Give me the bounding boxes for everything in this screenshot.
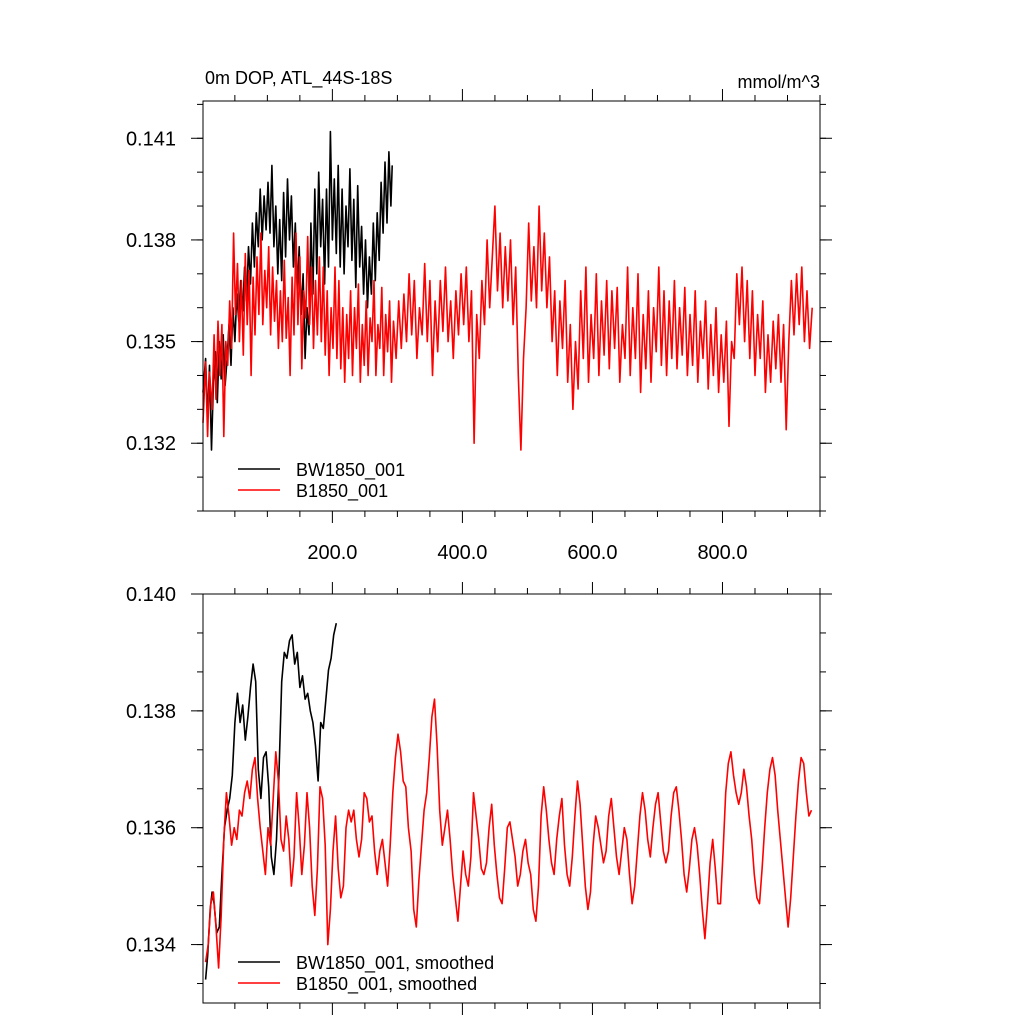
bottom-plot-frame <box>202 593 821 1004</box>
panel-bottom: 0.134 0.136 0.138 0.140 BW1850_001, smoothe… <box>126 582 832 1015</box>
bottom-series-layer <box>204 623 813 980</box>
bottom-y-tick-label: 0.136 <box>126 818 176 840</box>
top-x-tick-label: 600.0 <box>567 542 617 564</box>
bottom-y-tick-label: 0.138 <box>126 701 176 723</box>
top-plot-frame <box>202 100 821 512</box>
top-y-tick-label: 0.138 <box>126 230 176 252</box>
top-y-tick-label: 0.132 <box>126 433 176 455</box>
top-series-line-1 <box>202 130 393 451</box>
panel-top: 0m DOP, ATL_44S-18S mmol/m^3 0.1320.1350… <box>126 68 832 564</box>
top-y-tick-label: 0.141 <box>126 128 176 150</box>
top-axes-layer: 0.132 0.135 0.138 0.141 200.0 400.0 600.0 800.0 <box>126 89 832 564</box>
chart-title: 0m DOP, ATL_44S-18S <box>205 68 392 89</box>
top-legend-label-1: BW1850_001 <box>296 460 405 481</box>
units-label: mmol/m^3 <box>738 72 820 92</box>
bottom-legend-label-1: BW1850_001, smoothed <box>296 953 494 974</box>
bottom-y-tick-label: 0.134 <box>126 935 176 957</box>
bottom-legend-label-2: B1850_001, smoothed <box>296 974 477 995</box>
top-series-layer <box>202 130 813 451</box>
bottom-axes-layer: 0.134 0.136 0.138 0.140 <box>126 582 832 1015</box>
top-series-line-2 <box>202 205 813 451</box>
bottom-series-line-2 <box>204 698 813 969</box>
top-legend-label-2: B1850_001 <box>296 481 388 502</box>
bottom-y-tick-label: 0.140 <box>126 584 176 606</box>
top-y-tick-label: 0.135 <box>126 332 176 354</box>
top-x-tick-label: 800.0 <box>697 542 747 564</box>
top-x-tick-label: 400.0 <box>437 542 487 564</box>
bottom-series-line-1 <box>204 623 338 980</box>
top-x-tick-label: 200.0 <box>307 542 357 564</box>
